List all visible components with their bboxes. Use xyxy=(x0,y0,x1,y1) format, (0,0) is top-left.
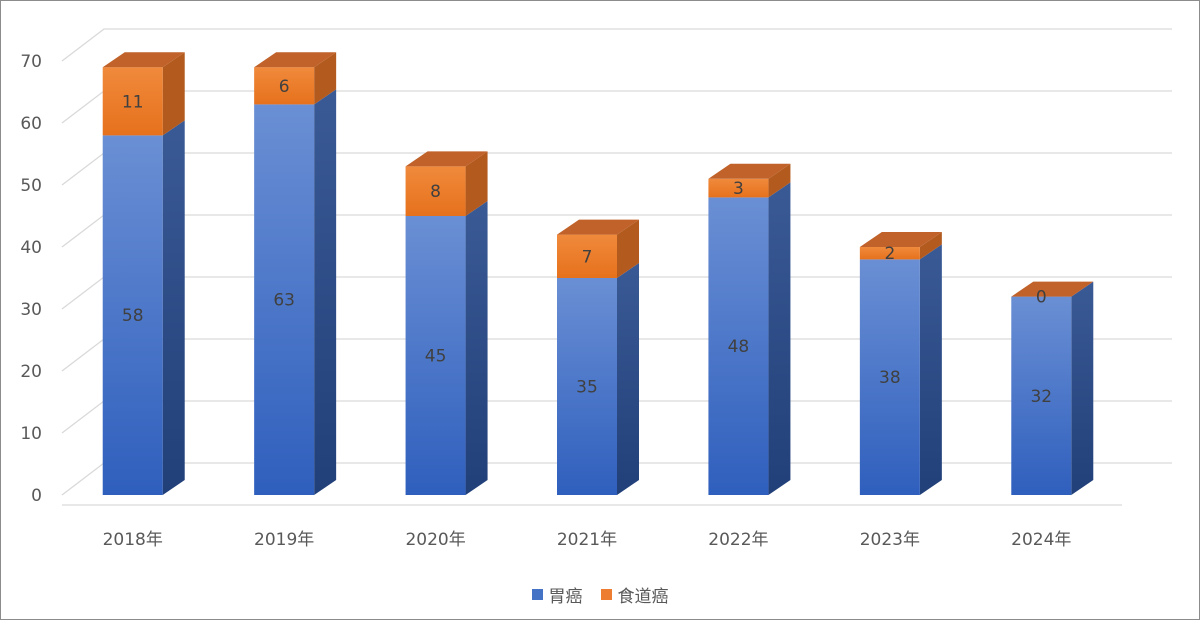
y-axis: 0 10 20 30 40 50 60 70 xyxy=(20,52,42,506)
legend-item-esophagus: 食道癌 xyxy=(600,582,669,607)
data-label-食道癌-2024年: 0 xyxy=(1036,288,1047,308)
bar-top-2024年 xyxy=(1011,281,1094,297)
bar-side-食道癌-2023年 xyxy=(919,232,942,260)
data-label-胃癌-2022年: 48 xyxy=(728,337,750,357)
bar-胃癌-2022年 xyxy=(708,197,769,495)
bar-side-食道癌-2022年 xyxy=(768,163,791,198)
bar-食道癌-2021年 xyxy=(557,234,617,278)
bar-胃癌-2018年 xyxy=(102,135,163,495)
data-label-胃癌-2021年: 35 xyxy=(576,378,598,398)
bar-食道癌-2019年 xyxy=(254,67,315,105)
bar-食道癌-2023年 xyxy=(859,247,920,260)
x-tick-label: 2020年 xyxy=(405,530,465,550)
gridline xyxy=(61,90,1172,124)
bar-top-2021年 xyxy=(557,219,639,235)
y-tick-label: 30 xyxy=(20,300,42,320)
legend-swatch-stomach xyxy=(531,589,543,600)
bar-side-食道癌-2018年 xyxy=(162,52,185,136)
data-label-食道癌-2020年: 8 xyxy=(430,182,441,202)
legend: 胃癌 食道癌 xyxy=(0,582,1200,607)
bar-side-胃癌-2022年 xyxy=(768,182,791,495)
legend-label-esophagus: 食道癌 xyxy=(617,587,669,607)
bar-食道癌-2022年 xyxy=(708,178,769,198)
bar-side-胃癌-2021年 xyxy=(617,263,639,495)
data-label-食道癌-2021年: 7 xyxy=(582,247,593,267)
bar-side-食道癌-2019年 xyxy=(314,52,337,105)
y-tick-label: 10 xyxy=(20,424,42,444)
y-tick-label: 0 xyxy=(31,486,42,506)
legend-swatch-esophagus xyxy=(600,589,612,600)
data-label-胃癌-2018年: 58 xyxy=(122,306,144,326)
bar-side-胃癌-2024年 xyxy=(1071,281,1094,495)
gridline xyxy=(61,28,1172,62)
y-tick-label: 40 xyxy=(20,238,42,258)
bar-胃癌-2023年 xyxy=(859,259,920,495)
bar-胃癌-2024年 xyxy=(1011,296,1072,495)
data-label-胃癌-2019年: 63 xyxy=(273,291,295,311)
bar-胃癌-2020年 xyxy=(405,216,466,495)
y-tick-label: 20 xyxy=(20,362,42,382)
bar-top-2023年 xyxy=(859,232,942,247)
bar-side-胃癌-2020年 xyxy=(465,201,488,495)
bar-食道癌-2020年 xyxy=(405,166,466,216)
data-label-食道癌-2022年: 3 xyxy=(733,179,744,199)
data-label-胃癌-2020年: 45 xyxy=(425,347,447,367)
x-tick-label: 2023年 xyxy=(860,530,920,550)
bar-top-2018年 xyxy=(102,52,185,68)
x-tick-label: 2019年 xyxy=(254,530,314,550)
bar-胃癌-2019年 xyxy=(254,104,315,496)
x-tick-label: 2018年 xyxy=(103,530,163,550)
y-tick-label: 60 xyxy=(20,114,42,134)
data-label-食道癌-2018年: 11 xyxy=(122,92,144,112)
y-tick-label: 70 xyxy=(20,52,42,72)
data-label-胃癌-2024年: 32 xyxy=(1030,387,1052,407)
bar-side-食道癌-2020年 xyxy=(465,151,488,216)
bar-side-胃癌-2023年 xyxy=(919,244,942,495)
bar-top-2020年 xyxy=(405,151,488,167)
x-tick-label: 2024年 xyxy=(1011,530,1071,550)
gridline xyxy=(61,152,1172,186)
bar-side-胃癌-2019年 xyxy=(314,89,337,496)
data-label-食道癌-2023年: 2 xyxy=(884,244,895,264)
x-tick-label: 2021年 xyxy=(557,530,617,550)
bar-top-2022年 xyxy=(708,163,791,179)
x-tick-label: 2022年 xyxy=(708,530,768,550)
bars: 58 11 63 6 45 8 35 7 48 3 38 2 32 0 xyxy=(102,52,1094,496)
bar-side-胃癌-2018年 xyxy=(162,120,185,496)
y-tick-label: 50 xyxy=(20,176,42,196)
legend-item-stomach: 胃癌 xyxy=(531,582,583,607)
bar-top-2019年 xyxy=(254,52,337,68)
bar-胃癌-2021年 xyxy=(557,278,617,495)
legend-label-stomach: 胃癌 xyxy=(548,587,583,607)
data-label-胃癌-2023年: 38 xyxy=(879,368,901,388)
x-axis: 2018年 2019年 2020年 2021年 2022年 2023年 2024年 xyxy=(103,530,1072,550)
bar-side-食道癌-2021年 xyxy=(617,219,639,278)
bar-食道癌-2018年 xyxy=(102,67,163,136)
data-label-食道癌-2019年: 6 xyxy=(279,77,290,97)
